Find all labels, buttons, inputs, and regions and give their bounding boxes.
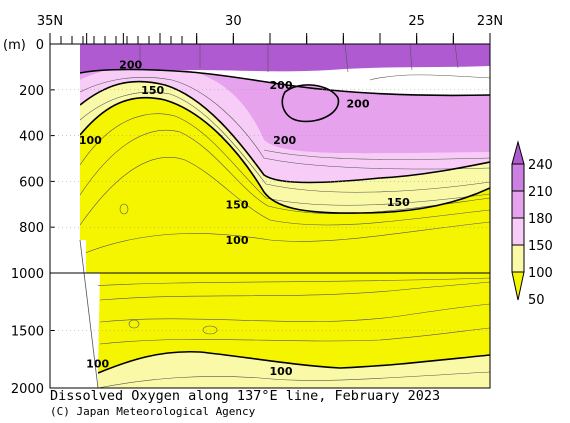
depth-tick-label: 400 (19, 130, 44, 145)
contour-label: 200 (119, 59, 142, 72)
depth-axis: 0 200 400 600 800 1000 1500 2000 (m) (3, 38, 490, 397)
depth-tick-label: 1000 (11, 267, 44, 282)
colorbar-segment (511, 217, 525, 246)
band-210-240 (80, 44, 490, 73)
colorbar-label: 210 (528, 185, 553, 200)
latitude-labels: 35N 30 25 23N (37, 14, 503, 29)
thin-isolines (79, 44, 490, 388)
latitude-tick-label: 25 (408, 14, 425, 29)
band-below-100-lower (98, 273, 490, 373)
contour-label: 200 (273, 134, 296, 147)
colorbar-bottom-arrow (511, 271, 525, 301)
colorbar-label: 180 (528, 212, 553, 227)
depth-tick-label: 200 (19, 84, 44, 99)
depth-tick-label: 0 (36, 38, 44, 53)
colorbar-label: 100 (528, 266, 553, 281)
colorbar-label: 240 (528, 158, 553, 173)
band-100-150 (80, 81, 490, 214)
latitude-tick-label: 30 (225, 14, 242, 29)
latitude-tick-label: 23N (477, 14, 503, 29)
band-100-150-lower (98, 351, 490, 388)
figure-credit: (C) Japan Meteorological Agency (50, 405, 256, 418)
depth-tick-label: 800 (19, 221, 44, 236)
contour-labels: 200 150 100 200 200 200 150 150 100 100 100 (79, 59, 410, 378)
colorbar-top-arrow (511, 140, 525, 165)
contour-section (50, 44, 490, 388)
station-ticks (49, 33, 491, 44)
band-180-inner-blob (282, 84, 339, 122)
depth-tick-label: 600 (19, 175, 44, 190)
contour-label: 100 (270, 365, 293, 378)
colorbar-segment (511, 163, 525, 192)
contour-label: 200 (270, 79, 293, 92)
bottom-mask (50, 44, 99, 388)
contour-label: 150 (226, 198, 249, 211)
colorbar-segment (511, 244, 525, 273)
colorbar-label: 150 (528, 239, 553, 254)
depth-tick-label: 2000 (11, 382, 44, 397)
colorbar-segment (511, 190, 525, 219)
band-150-180 (80, 66, 490, 183)
colorbar: 240 210 180 150 100 50 (511, 140, 553, 308)
contour-label: 100 (79, 134, 102, 147)
band-below-100-upper (80, 97, 490, 273)
contour-label: 200 (347, 98, 370, 111)
depth-unit-label: (m) (3, 38, 26, 53)
figure-title: Dissolved Oxygen along 137°E line, Febru… (50, 388, 441, 404)
contour-label: 100 (226, 234, 249, 247)
colorbar-label: 50 (528, 293, 545, 308)
depth-tick-label: 1500 (11, 325, 44, 340)
bold-isolines (79, 68, 490, 374)
contour-label: 100 (86, 357, 109, 370)
contour-label: 150 (141, 84, 164, 97)
latitude-tick-label: 35N (37, 14, 63, 29)
contour-label: 150 (387, 196, 410, 209)
